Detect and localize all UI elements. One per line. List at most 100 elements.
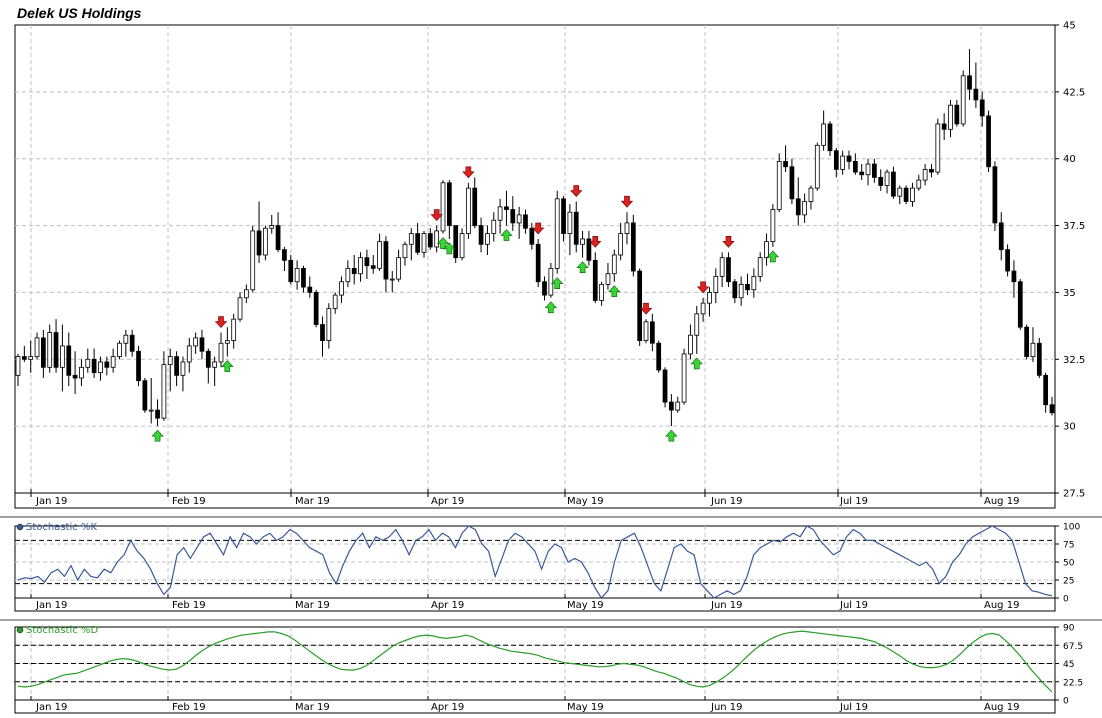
candle-down (726, 257, 731, 283)
candle-down (453, 225, 459, 259)
d-ytick-label: 45 (1063, 660, 1074, 670)
candle-up (884, 171, 890, 186)
candle-down (21, 356, 27, 360)
candle-up (916, 179, 922, 189)
candle-down (827, 123, 833, 152)
candle-down (795, 198, 801, 216)
candle-down (129, 334, 135, 352)
buy-arrow (221, 360, 234, 372)
d-month-label: Feb 19 (172, 702, 206, 713)
buy-arrow (500, 229, 513, 241)
candle-up (948, 104, 953, 130)
candle-up (719, 257, 725, 277)
candle-down (992, 166, 998, 224)
candle-down (504, 206, 509, 210)
candle-down (903, 187, 909, 202)
candle-up (250, 230, 256, 291)
sell-arrow (696, 281, 710, 294)
sell-arrow (589, 236, 602, 248)
candle-up (237, 297, 243, 320)
k-month-label: Apr 19 (431, 600, 464, 611)
buy-arrow (551, 277, 564, 290)
candle-up (263, 227, 268, 256)
candle-down (833, 150, 839, 170)
candle-down (1043, 374, 1049, 406)
candle-up (497, 206, 503, 221)
k-xaxis-band (14, 597, 1056, 612)
candle-down (1049, 404, 1055, 414)
candle-down (954, 104, 960, 125)
candle-up (98, 361, 103, 374)
candle-up (218, 342, 224, 363)
candle-down (891, 171, 896, 197)
d-ytick-label: 22.5 (1063, 678, 1083, 688)
d-series-line (17, 630, 1053, 693)
d-month-label: Jun 19 (710, 702, 743, 713)
price-panel: 45 42.5 40 37.5 35 32.5 30 27.5 Jan 19 Feb 19 Mar … (14, 21, 1085, 509)
candle-up (123, 334, 129, 344)
candle-up (751, 275, 757, 291)
candle-up (193, 337, 198, 347)
price-ytick-label: 30 (1063, 422, 1076, 433)
candle-up (402, 243, 408, 259)
candle-down (998, 222, 1004, 251)
candle-down (878, 177, 884, 186)
candle-up (85, 358, 91, 368)
candle-up (624, 222, 630, 234)
candle-up (580, 238, 585, 245)
candle-down (941, 123, 947, 130)
candle-down (142, 380, 148, 411)
candle-down (662, 369, 668, 403)
k-month-label: Jun 19 (710, 600, 743, 611)
candle-down (351, 267, 357, 275)
candle-up (814, 144, 820, 189)
price-month-label: May 19 (567, 496, 604, 507)
price-xaxis-band (14, 492, 1056, 509)
candle-up (34, 337, 40, 358)
candle-up (738, 284, 744, 299)
candle-up (554, 198, 560, 269)
price-month-label: Jun 19 (710, 496, 743, 507)
candle-down (789, 166, 795, 200)
candle-up (922, 169, 928, 181)
price-month-label: Aug 19 (984, 496, 1019, 507)
candle-down (91, 358, 97, 374)
candle-down (446, 182, 452, 226)
price-frame (14, 24, 1056, 494)
candle-up (713, 275, 719, 293)
candle-up (224, 340, 230, 344)
price-ytick-label: 42.5 (1063, 87, 1085, 98)
candle-up (611, 254, 617, 275)
candle-down (1011, 270, 1017, 283)
candle-down (301, 267, 306, 288)
k-month-label: Mar 19 (295, 600, 330, 611)
k-month-label: Feb 19 (172, 600, 206, 611)
candle-down (275, 225, 281, 251)
candle-up (79, 366, 84, 379)
d-panel-label: Stochastic %D (26, 625, 98, 636)
candle-down (256, 230, 262, 256)
candle-up (675, 401, 681, 411)
k-ytick-label: 50 (1063, 559, 1075, 569)
candle-down (320, 324, 325, 341)
candle-up (618, 233, 624, 256)
d-month-label: Apr 19 (431, 702, 464, 713)
candle-up (345, 267, 351, 283)
candle-down (66, 345, 72, 376)
candle-up (1030, 342, 1036, 358)
sell-arrow (722, 236, 735, 248)
price-month-label: Feb 19 (172, 496, 206, 507)
candle-up (466, 187, 471, 234)
candle-up (28, 356, 34, 360)
buy-arrow (443, 242, 456, 255)
candle-up (605, 273, 611, 285)
d-month-label: Aug 19 (984, 702, 1019, 713)
candle-up (377, 241, 382, 269)
candle-up (567, 211, 573, 234)
price-month-label: Jul 19 (839, 496, 868, 507)
candle-down (427, 233, 433, 248)
candle-up (332, 294, 338, 309)
k-month-label: Jan 19 (35, 600, 67, 611)
d-legend-dot (16, 626, 24, 634)
d-xaxis-band (14, 699, 1056, 714)
